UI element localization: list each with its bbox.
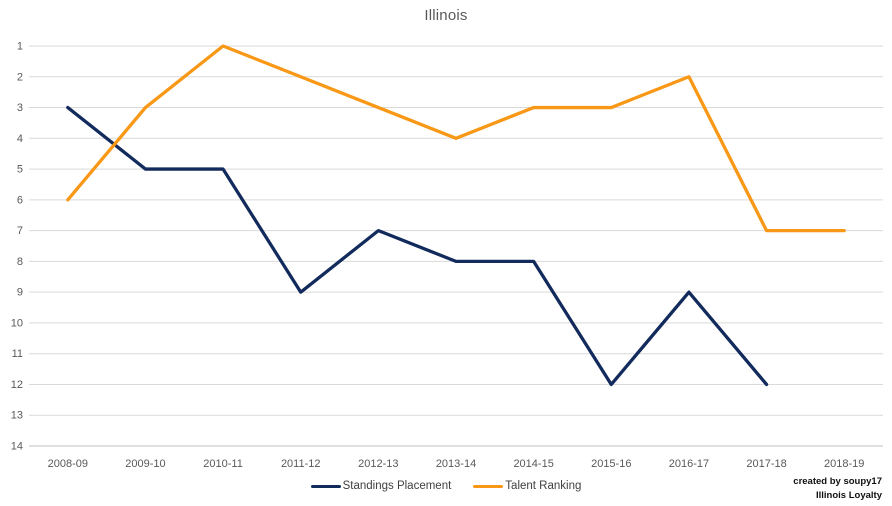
x-tick-label: 2009-10 — [125, 458, 165, 470]
y-tick-label: 8 — [17, 256, 23, 268]
legend-label-standings-placement: Standings Placement — [342, 480, 452, 492]
x-tick-label: 2014-15 — [513, 458, 553, 470]
x-tick-label: 2018-19 — [824, 458, 864, 470]
y-tick-label: 2 — [17, 71, 23, 83]
x-tick-label: 2011-12 — [281, 458, 321, 470]
y-tick-label: 3 — [17, 102, 23, 114]
y-tick-label: 11 — [12, 348, 23, 360]
credit-line-2: Illinois Loyalty — [816, 490, 882, 502]
y-tick-label: 5 — [17, 164, 23, 176]
y-tick-label: 10 — [11, 317, 23, 329]
legend-label-talent-ranking: Talent Ranking — [505, 480, 582, 492]
credit-line-1: created by soupy17 — [793, 476, 882, 488]
x-tick-label: 2016-17 — [669, 458, 709, 470]
legend-swatch-standings-placement — [310, 484, 341, 488]
chart-title: Illinois — [424, 7, 468, 24]
y-tick-label: 7 — [17, 225, 23, 237]
y-tick-label: 9 — [17, 287, 23, 299]
series-line-standings-placement — [66, 105, 769, 387]
y-tick-label: 4 — [17, 133, 23, 145]
series-line-talent-ranking — [66, 44, 846, 233]
x-tick-label: 2010-11 — [203, 458, 243, 470]
y-tick-label: 6 — [17, 194, 23, 206]
credit-text: created by soupy17 Illinois Loyalty — [793, 475, 882, 503]
legend-item-talent-ranking: Talent Ranking — [473, 480, 581, 492]
x-tick-label: 2012-13 — [358, 458, 398, 470]
legend-item-standings-placement: Standings Placement — [310, 480, 452, 492]
chart-legend: Standings Placement Talent Ranking — [0, 480, 892, 492]
y-tick-label: 14 — [11, 441, 23, 453]
y-tick-label: 1 — [17, 41, 23, 53]
legend-swatch-talent-ranking — [473, 484, 504, 488]
x-tick-label: 2008-09 — [48, 458, 88, 470]
x-tick-label: 2013-14 — [436, 458, 476, 470]
y-tick-label: 12 — [11, 379, 23, 391]
x-tick-label: 2015-16 — [591, 458, 631, 470]
x-tick-label: 2017-18 — [746, 458, 786, 470]
y-tick-label: 13 — [11, 410, 23, 422]
